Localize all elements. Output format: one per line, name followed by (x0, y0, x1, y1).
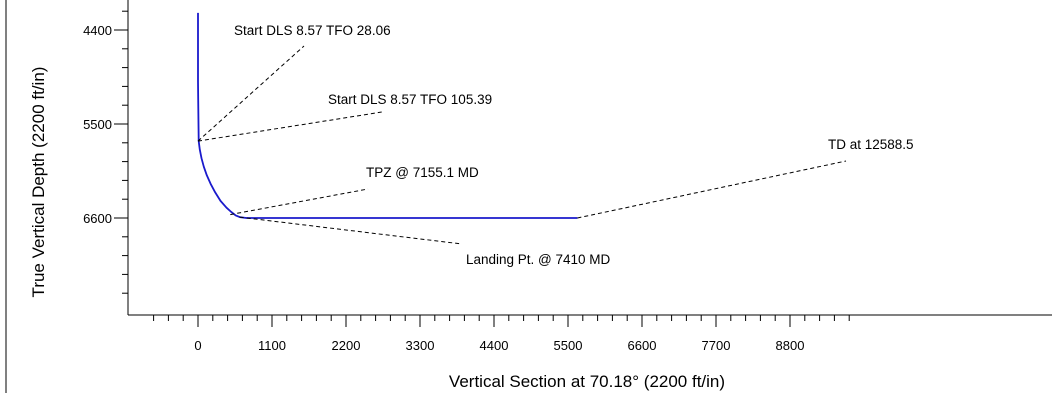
annotation-start-dls-105-leader (197, 111, 383, 142)
x-tick-label: 4400 (480, 338, 509, 353)
annotation-landing-leader (239, 216, 463, 245)
annotation-td-leader (577, 160, 847, 219)
annotation-start-dls-105: Start DLS 8.57 TFO 105.39 (328, 92, 492, 107)
well-path-line (197, 12, 578, 219)
axes: 0 1100 2200 3300 4400 5500 6600 7700 8800 4400 550… (83, 0, 1052, 353)
y-axis-title: True Vertical Depth (2200 ft/in) (29, 67, 48, 298)
y-tick-label: 5500 (83, 117, 112, 132)
y-tick-label: 4400 (83, 23, 112, 38)
annotation-landing: Landing Pt. @ 7410 MD (466, 252, 611, 267)
annotation-td: TD at 12588.5 (828, 137, 914, 152)
x-tick-label: 0 (194, 338, 201, 353)
x-tick-label: 8800 (776, 338, 805, 353)
annotation-start-dls-28: Start DLS 8.57 TFO 28.06 (234, 23, 391, 38)
annotation-tpz-leader (230, 188, 369, 216)
x-axis-title: Vertical Section at 70.18° (2200 ft/in) (449, 372, 725, 391)
x-tick-label: 1100 (258, 338, 286, 353)
annotation-tpz: TPZ @ 7155.1 MD (366, 165, 479, 180)
annotation-start-dls-28-leader (197, 45, 305, 142)
x-tick-label: 7700 (702, 338, 731, 353)
x-tick-label: 6600 (628, 338, 657, 353)
x-tick-label: 5500 (554, 338, 583, 353)
y-tick-label: 6600 (83, 211, 112, 226)
series-layer (197, 12, 578, 219)
x-tick-label: 3300 (406, 338, 435, 353)
x-tick-label: 2200 (332, 338, 361, 353)
annotations-layer: Start DLS 8.57 TFO 28.06 Start DLS 8.57 T… (197, 23, 914, 267)
